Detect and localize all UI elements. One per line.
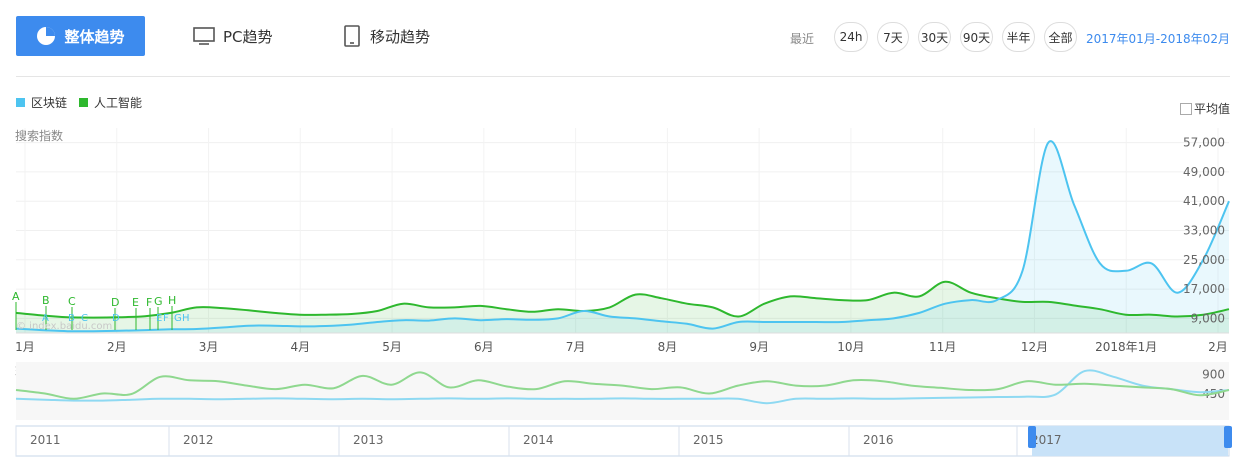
annotation-label-ai: B: [42, 294, 50, 307]
annotation-label-blockchain: H: [182, 313, 190, 324]
tab-pc-label: PC趋势: [223, 27, 273, 46]
y-tick-label: 41,000: [1183, 194, 1225, 208]
x-tick-label: 4月: [290, 340, 310, 354]
x-tick-label: 7月: [566, 340, 586, 354]
annotation-label-ai: A: [12, 290, 20, 303]
timeline-handle: [1028, 426, 1036, 448]
annotation-label-blockchain: C: [81, 313, 88, 324]
series-line: [15, 140, 1230, 333]
timeline-year-label: 2017: [1031, 433, 1062, 447]
legend-label-ai[interactable]: 人工智能: [94, 96, 143, 110]
range-button-7d[interactable]: 7天: [877, 22, 909, 52]
range-button-24h[interactable]: 24h: [834, 22, 868, 52]
tab-overall-trend[interactable]: 整体趋势: [16, 16, 145, 56]
legend-swatch-blockchain: [16, 98, 25, 107]
x-tick-label: 3月: [199, 340, 219, 354]
series-area: [16, 281, 1229, 333]
x-tick-label: 9月: [749, 340, 769, 354]
legend-swatch-ai: [79, 98, 89, 107]
y-tick-label: 49,000: [1183, 165, 1225, 179]
tablet-icon: [344, 25, 360, 47]
annotation-label-ai: E: [132, 296, 139, 309]
media-index-label: 媒体指数: [15, 362, 63, 377]
x-tick-label: 2月: [1208, 340, 1228, 354]
divider: [16, 76, 1230, 77]
timeline-year-label: 2016: [863, 433, 894, 447]
pie-chart-icon: [37, 27, 56, 45]
timeline-year-label: 2012: [183, 433, 214, 447]
range-button-30d[interactable]: 30天: [918, 22, 951, 52]
x-tick-label: 2018年1月: [1095, 340, 1157, 354]
search-index-label: 搜索指数: [15, 128, 63, 143]
timeline-handle: [1224, 426, 1232, 448]
range-label: 最近: [790, 32, 815, 46]
chart-legend: 区块链 人工智能: [16, 94, 154, 111]
y-tick-label: 17,000: [1183, 282, 1225, 296]
x-tick-label: 6月: [474, 340, 494, 354]
average-toggle[interactable]: 平均值: [1180, 100, 1230, 117]
annotation-label-blockchain: B: [68, 313, 75, 324]
timeline-selected-range: [1032, 426, 1228, 456]
timeline-navigator: [15, 425, 1230, 457]
x-tick-label: 10月: [837, 340, 864, 354]
annotation-label-ai: D: [111, 296, 119, 309]
tab-overall-label: 整体趋势: [64, 27, 125, 46]
annotation-label-ai: G: [154, 295, 163, 308]
annotation-label-ai: H: [168, 294, 176, 307]
x-tick-label: 5月: [382, 340, 402, 354]
monitor-icon: [193, 27, 215, 45]
x-tick-label: 12月: [1021, 340, 1048, 354]
annotation-label-ai: F: [146, 296, 152, 309]
tab-pc-trend[interactable]: PC趋势: [193, 16, 273, 56]
media-series-line: [15, 371, 1230, 400]
range-button-half-year[interactable]: 半年: [1002, 22, 1035, 52]
date-range-picker[interactable]: 2017年01月-2018年02月: [1086, 32, 1230, 46]
x-tick-label: 1月: [15, 340, 35, 354]
y-tick-label: 33,000: [1183, 224, 1225, 238]
media-series-line: [15, 369, 1230, 405]
average-label: 平均值: [1194, 102, 1231, 116]
average-checkbox[interactable]: [1180, 102, 1192, 115]
range-button-90d[interactable]: 90天: [960, 22, 993, 52]
annotation-label-ai: C: [68, 295, 76, 308]
timeline-year-label: 2015: [693, 433, 724, 447]
annotation-label-blockchain: D: [112, 313, 120, 324]
media-y-tick-label: 900: [1202, 367, 1225, 381]
x-tick-label: 11月: [929, 340, 956, 354]
tab-mobile-label: 移动趋势: [370, 27, 431, 46]
x-tick-label: 2月: [107, 340, 127, 354]
range-button-all[interactable]: 全部: [1044, 22, 1077, 52]
annotation-label-blockchain: G: [174, 313, 182, 324]
timeline-year-label: 2011: [30, 433, 61, 447]
series-line: [15, 280, 1230, 319]
annotation-label-blockchain: A: [42, 313, 49, 324]
media-panel-background: [16, 362, 1229, 420]
y-tick-label: 57,000: [1183, 136, 1225, 150]
annotation-label-blockchain: F: [163, 313, 169, 324]
y-tick-label: 25,000: [1183, 253, 1225, 267]
annotation-label-blockchain: E: [156, 313, 162, 324]
watermark: © index.baidu.com: [16, 321, 112, 332]
media-y-tick-label: 450: [1202, 387, 1225, 401]
x-tick-label: 8月: [658, 340, 678, 354]
legend-label-blockchain[interactable]: 区块链: [31, 96, 68, 110]
tab-mobile-trend[interactable]: 移动趋势: [344, 16, 430, 56]
timeline-year-label: 2014: [523, 433, 554, 447]
y-tick-label: 9,000: [1191, 311, 1225, 325]
timeline-year-label: 2013: [353, 433, 384, 447]
series-area: [16, 141, 1229, 333]
